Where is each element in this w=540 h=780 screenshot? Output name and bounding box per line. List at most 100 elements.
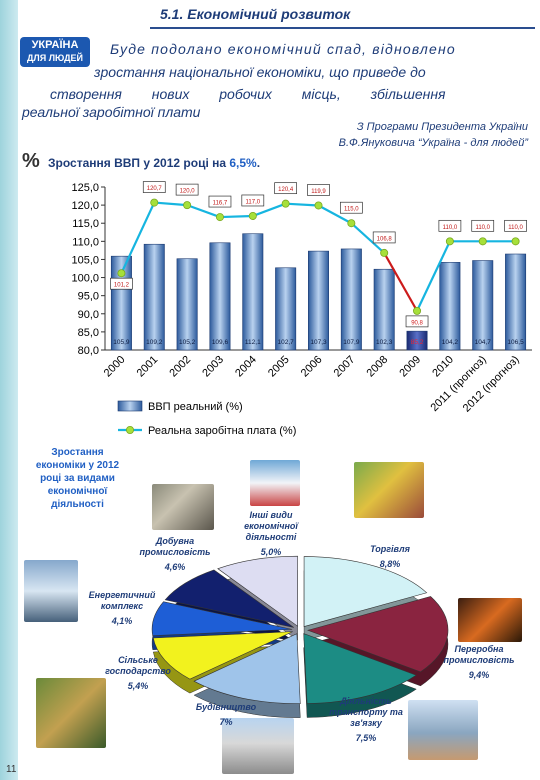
legend-gdp-label: ВВП реальний (%) [148,401,243,413]
gdp-bar [209,242,231,351]
logo-line-2: ДЛЯ ЛЮДЕЙ [27,53,83,63]
gdp-bar-label: 107,9 [343,339,360,346]
side-decoration-band [0,0,18,780]
gdp-bar-label: 109,6 [212,339,229,346]
gdp-heading-suffix: . [256,156,261,170]
pie-chart-caption: Зростання економіки у 2012 році за видам… [35,447,120,510]
x-category-label: 2006 [299,354,325,380]
x-category-label: 2009 [397,354,423,380]
pie-label-trade-value: 8,8% [379,559,401,569]
construction-photo [222,718,294,774]
wage-point [215,213,224,222]
wage-label-box [504,219,527,232]
chart-photo [250,460,300,506]
gdp-bar [176,258,198,351]
wage-line-segment [252,202,287,218]
pie-label-trade: Торгівля 8,8% [360,544,420,570]
wage-label-box [208,195,232,208]
gdp-bar [406,330,428,351]
x-category-label: 2000 [102,354,128,380]
gdp-bar-label: 109,2 [146,339,163,346]
x-category-label: 2001 [135,354,161,380]
wage-point-label: 90,8 [411,320,423,326]
wage-point [117,269,126,278]
wage-line-segment [120,202,156,274]
pie-slice [303,556,428,627]
slogan-line-4: реальної заробітної плати [22,104,201,120]
y-tick-label: 90,0 [78,309,99,321]
gdp-bar-label: 107,3 [310,339,327,346]
pie-label-agriculture: Сільське господарство 5,4% [100,655,176,692]
wage-point [445,237,454,246]
wage-point-label: 110,0 [443,225,458,231]
pie-label-processing-name: Переробна промисловість [443,644,515,665]
economic-activity-pie-chart [151,555,449,718]
wage-point [314,201,323,210]
gdp-bar [439,262,461,351]
gdp-bar-label: 105,9 [113,339,130,346]
pie-slice [217,555,298,627]
wage-label-box [274,182,298,195]
wage-label-box [405,315,429,328]
y-tick-label: 105,0 [71,254,99,266]
gdp-bar-label: 105,2 [179,339,196,346]
gdp-bar [275,267,297,351]
wage-line-segment [186,204,221,219]
wage-label-box [471,219,495,232]
wage-label-box [142,181,166,193]
wage-point [248,211,257,220]
y-tick-label: 115,0 [72,218,99,230]
wage-label-box [110,277,133,290]
pie-label-mining-value: 4,6% [164,562,186,572]
energy-photo [24,560,78,622]
y-tick-label: 120,0 [71,200,99,212]
gdp-bar-label: 102,3 [376,339,393,346]
wage-point-label: 101,2 [114,283,130,289]
wage-point-label: 115,0 [344,207,359,213]
slogan-line-1: Буде подолано економічний спад, відновле… [110,41,456,57]
pie-label-energy-value: 4,1% [111,616,133,626]
wage-line-segment [383,252,418,312]
pie-slice [303,633,417,704]
gdp-bar [505,253,527,351]
wage-line-segment [416,240,451,312]
gdp-bar-label: 102,7 [278,339,295,346]
wage-point-label: 117,0 [246,199,261,205]
pie-slice [151,601,293,637]
wage-label-box [372,231,396,244]
wage-label-box [241,194,265,207]
x-category-label: 2004 [233,354,259,380]
wage-line-segment [350,222,385,254]
wage-point [183,201,192,210]
x-category-label: 2008 [365,354,391,380]
y-tick-label: 100,0 [71,273,99,285]
wage-line-segment [154,201,188,207]
gdp-heading-value: 6,5% [229,156,257,170]
x-category-label: 2010 [430,354,456,380]
legend-wage-marker [126,425,135,434]
gdp-bar [472,260,494,351]
wage-point-label: 120,4 [278,187,294,193]
y-tick-label: 85,0 [78,327,99,339]
pie-slice [193,633,301,704]
y-tick-label: 110,0 [72,236,99,248]
pie-label-construction-value: 7% [219,717,233,727]
pie-label-agriculture-value: 5,4% [127,681,149,691]
pie-label-processing-value: 9,4% [468,670,490,680]
wage-line-segment [317,204,352,225]
wage-point [380,248,389,257]
pie-label-energy: Енергетичний комплекс 4,1% [86,590,158,627]
wage-point [150,198,159,207]
legend-gdp-swatch [117,400,143,412]
slogan-line-3: створення нових робочих місць, збільшенн… [50,86,446,102]
gdp-bar-label: 85,2 [411,339,424,346]
pie-label-transport-name: Діяльність транспорту та зв'язку [329,696,403,728]
gdp-bar [143,243,165,351]
wage-point-label: 106,8 [377,236,393,242]
pie-label-agriculture-name: Сільське господарство [105,655,171,676]
wage-point-label: 119,9 [311,189,326,195]
legend-wage-label: Реальна заробітна плата (%) [148,425,296,437]
wage-label-box [175,183,199,196]
pie-slice [152,631,293,680]
wage-label-box [438,219,462,232]
